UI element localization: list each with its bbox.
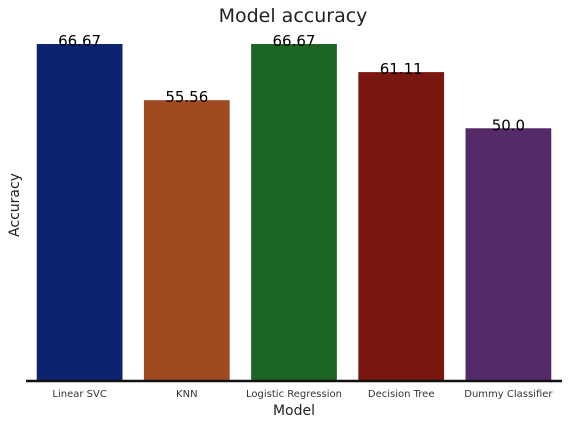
chart-title: Model accuracy: [219, 5, 368, 27]
x-tick-labels-group: Linear SVC KNN Logistic Regression Decision…: [52, 389, 553, 400]
x-axis-label: Model: [273, 403, 315, 419]
x-tick-label-0: Linear SVC: [52, 389, 106, 400]
x-tick-label-2: Logistic Regression: [246, 389, 342, 400]
bar-4: [465, 128, 552, 381]
x-tick-label-4: Dummy Classifier: [464, 389, 553, 400]
y-axis-label: Accuracy: [7, 173, 23, 237]
data-label-3: 61.11: [380, 60, 423, 78]
data-label-4: 50.0: [492, 116, 525, 134]
data-label-1: 55.56: [165, 88, 208, 106]
bars-group: [36, 44, 552, 381]
x-tick-label-3: Decision Tree: [368, 389, 435, 400]
bar-1: [143, 100, 230, 381]
data-label-0: 66.67: [58, 32, 101, 50]
x-tick-label-1: KNN: [176, 389, 198, 400]
data-labels-group: 66.67 55.56 66.67 61.11 50.0: [58, 32, 525, 134]
bar-2: [251, 44, 337, 381]
bar-3: [358, 72, 445, 381]
bar-0: [36, 44, 123, 381]
data-label-2: 66.67: [273, 32, 316, 50]
